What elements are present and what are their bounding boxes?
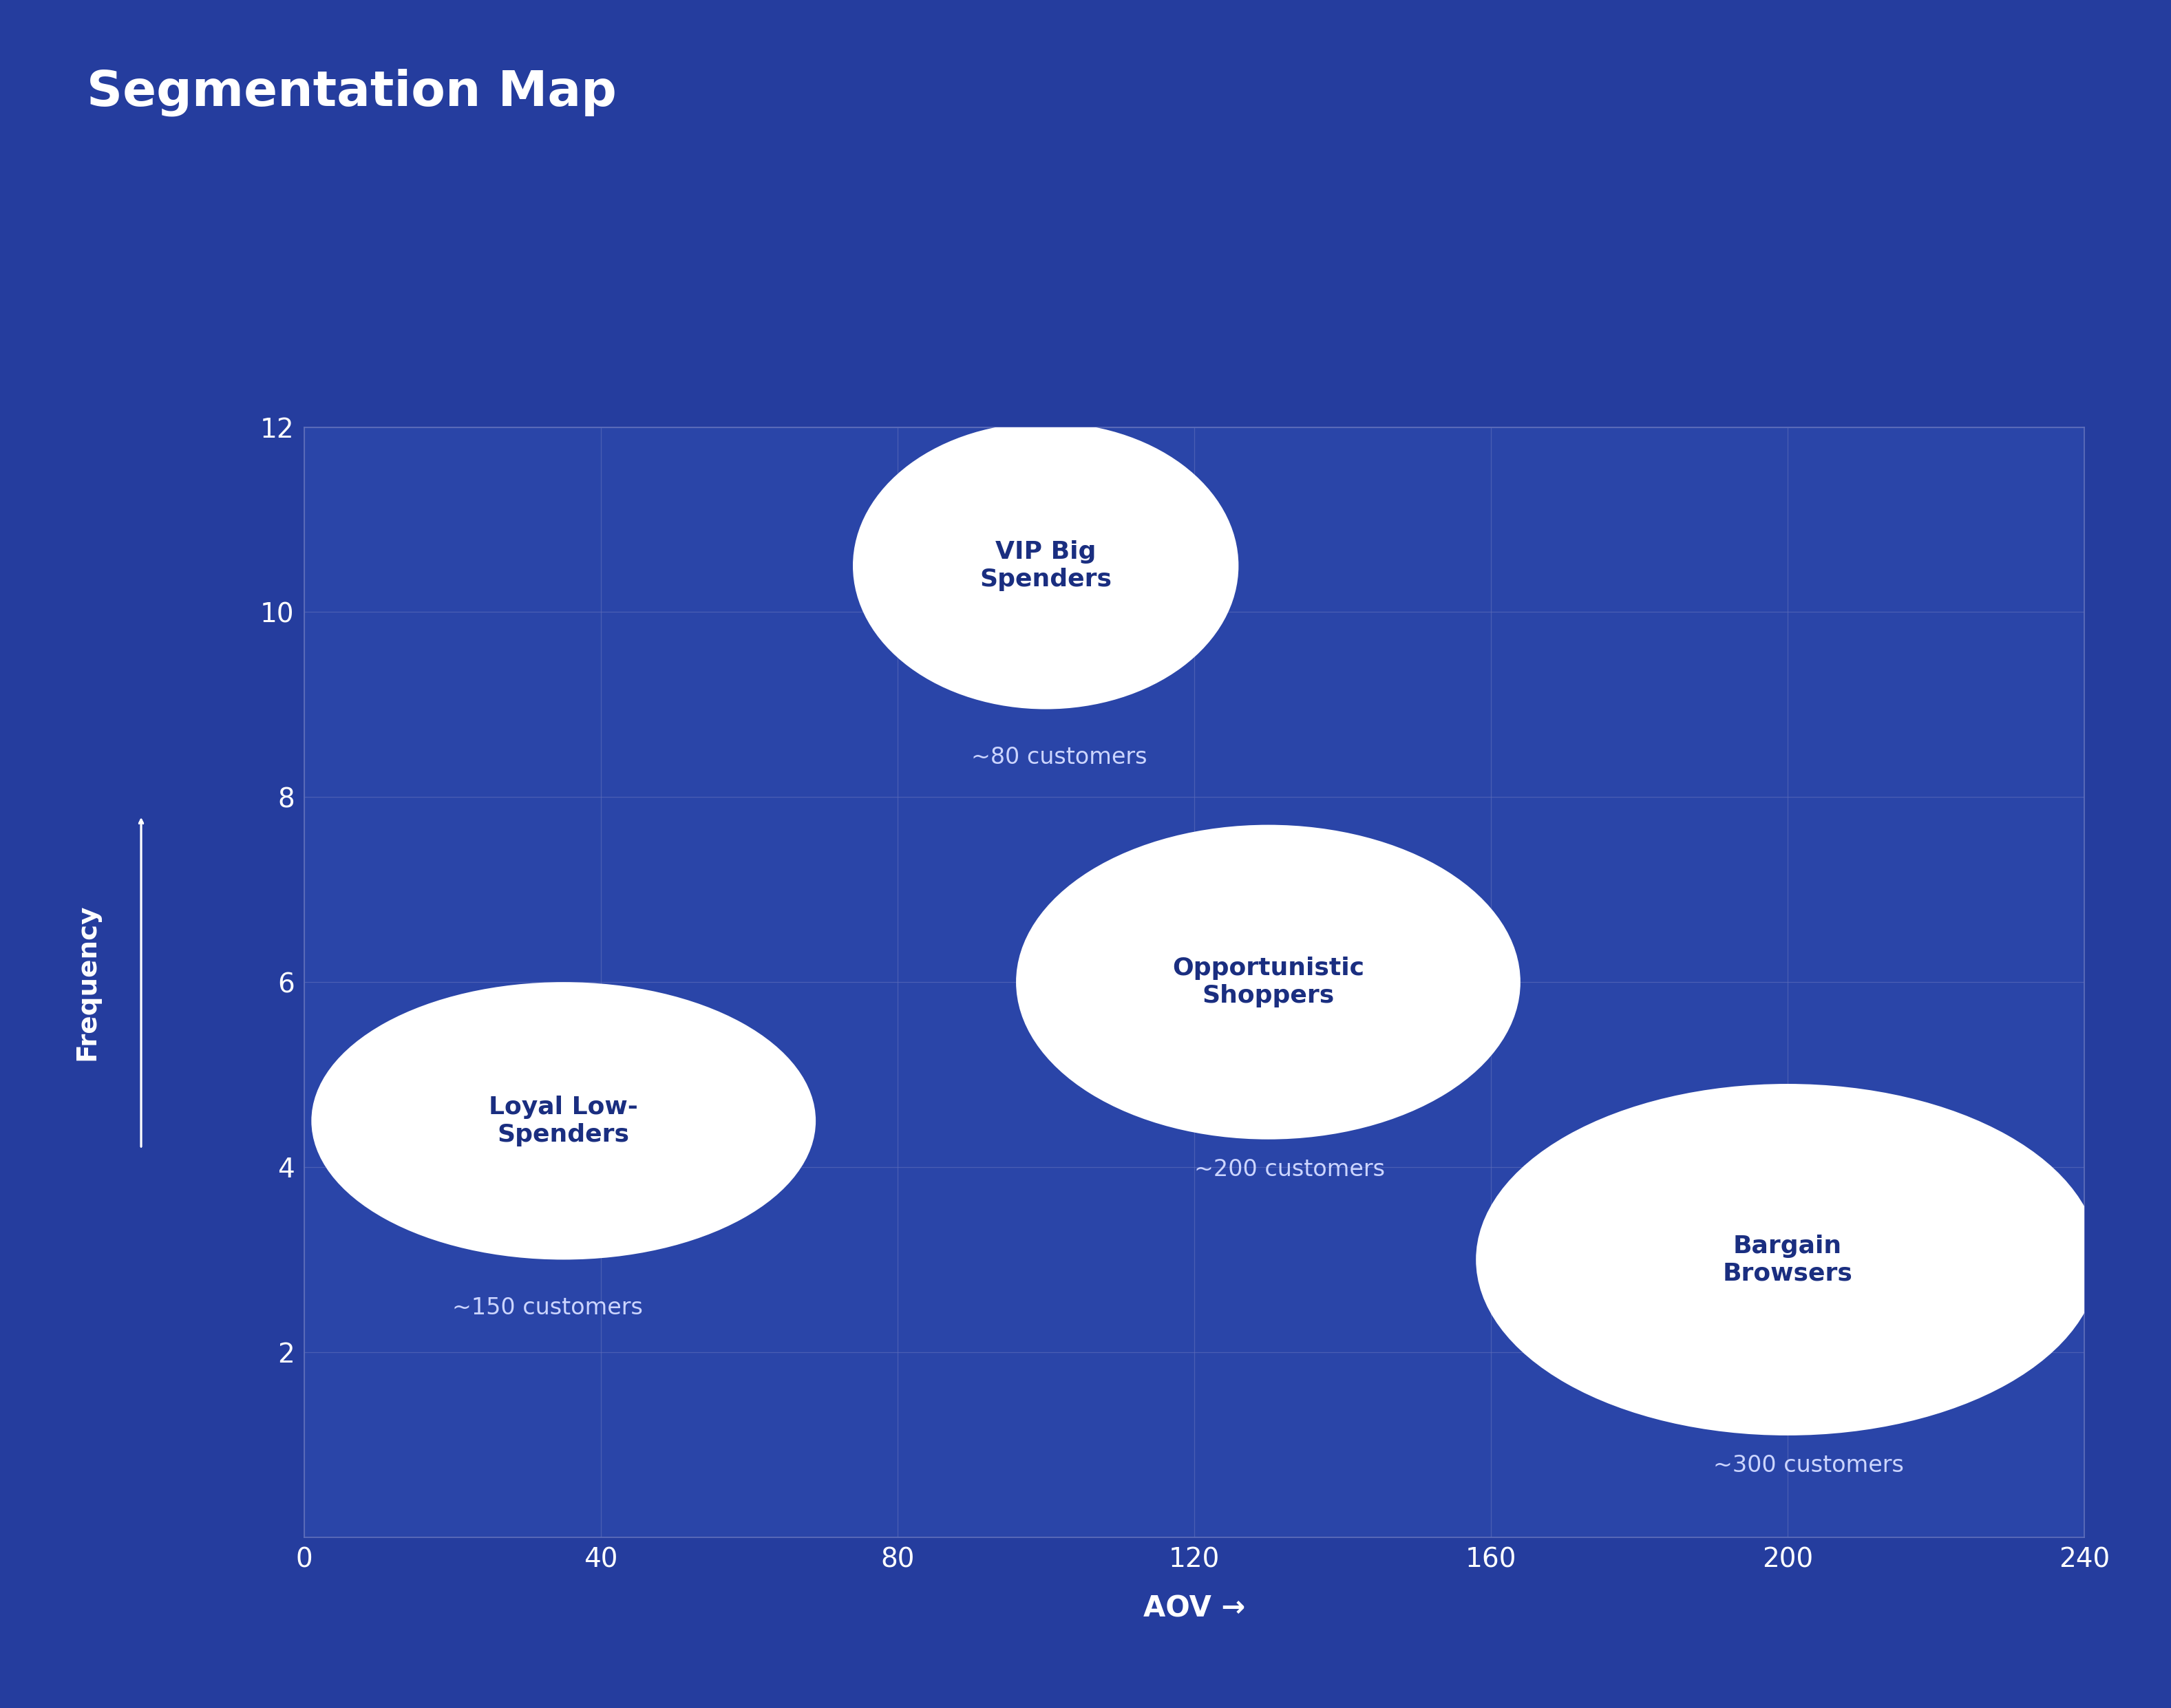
Ellipse shape bbox=[1476, 1085, 2099, 1435]
Text: Bargain
Browsers: Bargain Browsers bbox=[1722, 1235, 1852, 1284]
Text: ~200 customers: ~200 customers bbox=[1194, 1158, 1385, 1180]
Text: ~300 customers: ~300 customers bbox=[1713, 1454, 1904, 1477]
Text: ~150 customers: ~150 customers bbox=[452, 1296, 643, 1319]
Text: Frequency: Frequency bbox=[74, 904, 100, 1061]
Text: Opportunistic
Shoppers: Opportunistic Shoppers bbox=[1172, 956, 1363, 1008]
Ellipse shape bbox=[1016, 825, 1520, 1139]
Ellipse shape bbox=[310, 982, 816, 1261]
X-axis label: AOV →: AOV → bbox=[1142, 1594, 1246, 1623]
Text: Loyal Low-
Spenders: Loyal Low- Spenders bbox=[488, 1095, 638, 1146]
Ellipse shape bbox=[853, 422, 1237, 709]
Text: ~80 customers: ~80 customers bbox=[973, 746, 1148, 769]
Text: VIP Big
Spenders: VIP Big Spenders bbox=[979, 540, 1112, 591]
Text: Segmentation Map: Segmentation Map bbox=[87, 68, 617, 116]
